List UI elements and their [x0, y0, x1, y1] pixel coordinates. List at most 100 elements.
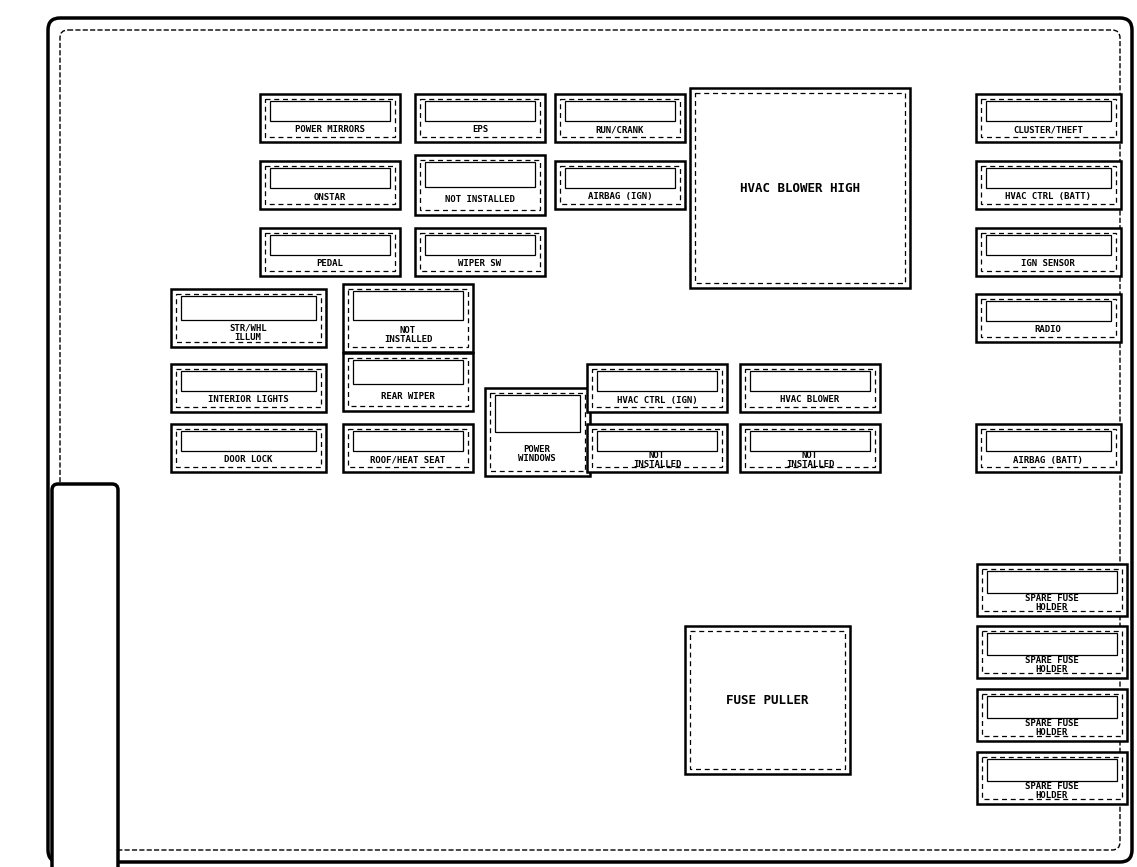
Text: INSTALLED: INSTALLED	[786, 460, 835, 469]
Text: INSTALLED: INSTALLED	[633, 460, 681, 469]
Bar	[976, 294, 1120, 342]
Bar	[415, 228, 545, 276]
Bar	[750, 431, 870, 451]
Text: HVAC CTRL (IGN): HVAC CTRL (IGN)	[616, 395, 697, 405]
Bar	[175, 429, 321, 467]
Bar	[592, 429, 722, 467]
Text: CLUSTER/THEFT: CLUSTER/THEFT	[1013, 126, 1082, 134]
Bar	[977, 564, 1127, 616]
Bar	[684, 626, 849, 774]
Text: HVAC CTRL (BATT): HVAC CTRL (BATT)	[1005, 192, 1092, 201]
Text: ONSTAR: ONSTAR	[314, 192, 346, 201]
Text: NOT INSTALLED: NOT INSTALLED	[445, 195, 515, 205]
Text: EPS: EPS	[472, 126, 488, 134]
Bar	[352, 431, 463, 451]
Text: INSTALLED: INSTALLED	[384, 335, 432, 344]
Bar	[740, 364, 880, 412]
Bar	[750, 371, 870, 391]
Bar	[425, 162, 536, 187]
Bar	[987, 759, 1117, 781]
Bar	[260, 94, 400, 142]
Bar	[587, 424, 727, 472]
Text: RADIO: RADIO	[1035, 325, 1062, 335]
Bar	[269, 168, 390, 188]
Bar	[171, 424, 325, 472]
Bar	[740, 424, 880, 472]
Bar	[565, 101, 675, 121]
Bar	[175, 294, 321, 342]
Bar	[348, 289, 468, 347]
Bar	[171, 364, 325, 412]
Text: PEDAL: PEDAL	[316, 259, 343, 269]
Bar	[352, 291, 463, 320]
Text: NOT: NOT	[400, 326, 416, 335]
Bar	[980, 233, 1115, 271]
Text: INTERIOR LIGHTS: INTERIOR LIGHTS	[208, 395, 289, 405]
Bar	[986, 101, 1111, 121]
Text: RUN/CRANK: RUN/CRANK	[596, 126, 645, 134]
Bar	[745, 429, 875, 467]
Text: AIRBAG (BATT): AIRBAG (BATT)	[1013, 455, 1082, 465]
Bar	[490, 393, 584, 471]
FancyBboxPatch shape	[52, 484, 118, 867]
Text: NOT: NOT	[649, 451, 665, 460]
Text: NOT: NOT	[802, 451, 818, 460]
Bar	[745, 369, 875, 407]
Bar	[982, 631, 1122, 673]
Text: HVAC BLOWER HIGH: HVAC BLOWER HIGH	[740, 181, 860, 194]
Bar	[986, 301, 1111, 321]
Bar	[352, 360, 463, 384]
Bar	[980, 99, 1115, 137]
Text: SPARE FUSE: SPARE FUSE	[1026, 656, 1079, 665]
Bar	[348, 358, 468, 406]
Bar	[343, 284, 473, 352]
FancyBboxPatch shape	[48, 18, 1132, 862]
Text: SPARE FUSE: SPARE FUSE	[1026, 719, 1079, 728]
Text: WIPER SW: WIPER SW	[458, 259, 501, 269]
Bar	[565, 168, 675, 188]
Bar	[976, 161, 1120, 209]
Text: STR/WHL: STR/WHL	[230, 323, 267, 333]
Text: ROOF/HEAT SEAT: ROOF/HEAT SEAT	[371, 455, 446, 465]
Text: AIRBAG (IGN): AIRBAG (IGN)	[588, 192, 653, 201]
Bar	[977, 689, 1127, 741]
Bar	[561, 99, 680, 137]
Bar	[561, 166, 680, 204]
Text: REAR WIPER: REAR WIPER	[381, 392, 434, 401]
Bar	[265, 99, 395, 137]
Bar	[987, 696, 1117, 718]
Bar	[265, 166, 395, 204]
Bar	[986, 431, 1111, 451]
Text: HVAC BLOWER: HVAC BLOWER	[780, 395, 839, 405]
Bar	[269, 235, 390, 255]
Bar	[587, 364, 727, 412]
Text: ILLUM: ILLUM	[234, 333, 262, 342]
Bar	[181, 431, 315, 451]
Text: DOOR LOCK: DOOR LOCK	[224, 455, 272, 465]
Bar	[597, 371, 717, 391]
Bar	[343, 424, 473, 472]
Text: POWER MIRRORS: POWER MIRRORS	[296, 126, 365, 134]
Bar	[689, 631, 845, 769]
Bar	[181, 296, 315, 321]
Bar	[425, 235, 536, 255]
Bar	[987, 633, 1117, 655]
Bar	[425, 101, 536, 121]
Text: SPARE FUSE: SPARE FUSE	[1026, 782, 1079, 791]
Text: WINDOWS: WINDOWS	[518, 454, 556, 463]
Bar	[260, 228, 400, 276]
Bar	[484, 388, 589, 476]
Bar	[987, 571, 1117, 593]
Bar	[695, 93, 905, 283]
Bar	[343, 353, 473, 411]
Bar	[982, 569, 1122, 611]
Bar	[986, 235, 1111, 255]
Text: HOLDER: HOLDER	[1036, 791, 1068, 800]
Text: SPARE FUSE: SPARE FUSE	[1026, 594, 1079, 603]
Bar	[976, 94, 1120, 142]
Bar	[977, 626, 1127, 678]
Bar	[690, 88, 910, 288]
Bar	[976, 228, 1120, 276]
Bar	[592, 369, 722, 407]
Text: IGN SENSOR: IGN SENSOR	[1021, 259, 1074, 269]
